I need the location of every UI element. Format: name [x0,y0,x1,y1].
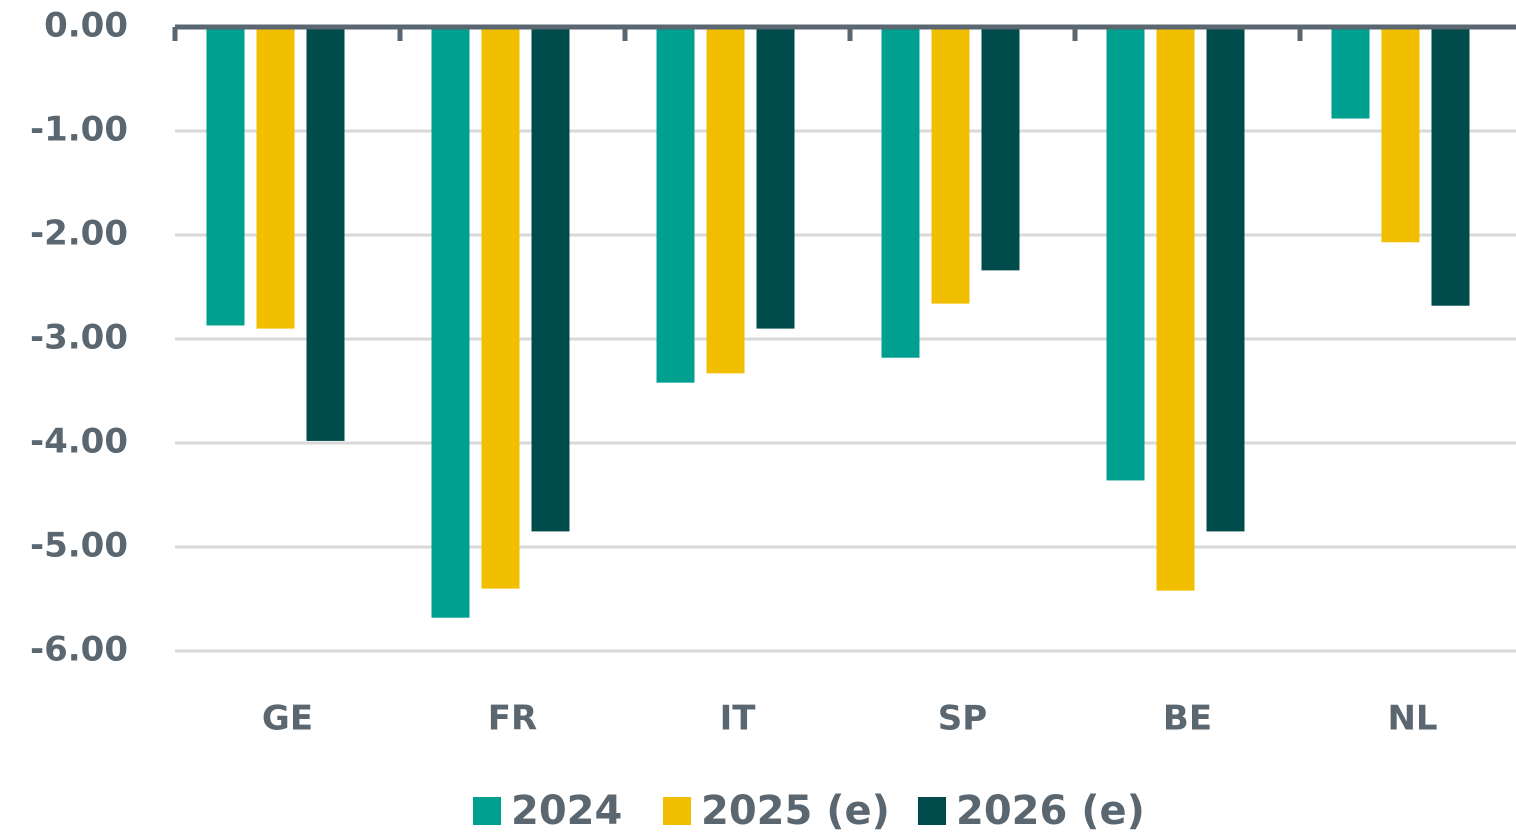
x-tick-label: SP [938,699,987,739]
bar [1206,27,1245,532]
bar [1431,27,1470,306]
legend-swatch [918,797,946,825]
bar [881,27,920,358]
bar [756,27,795,329]
legend-swatch [473,797,501,825]
x-tick-label: BE [1163,699,1212,739]
bar [981,27,1020,271]
legend-label: 2026 (e) [956,788,1145,834]
y-tick-label: -6.00 [30,630,128,670]
bar [431,27,470,618]
y-tick-label: -2.00 [30,214,128,254]
bar [206,27,245,326]
x-tick-label: NL [1387,699,1437,739]
y-tick-label: -5.00 [30,526,128,566]
bar [931,27,970,304]
bar [1106,27,1145,481]
bar [656,27,695,383]
y-tick-label: -3.00 [30,318,128,358]
bar [306,27,345,441]
y-tick-label: 0.00 [44,6,128,46]
y-tick-label: -4.00 [30,422,128,462]
x-tick-label: GE [262,699,313,739]
bar [1156,27,1195,591]
x-tick-label: FR [488,699,537,739]
bar [531,27,570,532]
bar [256,27,295,329]
legend-label: 2025 (e) [701,788,890,834]
legend-swatch [663,797,691,825]
bar [1331,27,1370,119]
legend-label: 2024 [511,788,622,834]
bar [1381,27,1420,243]
y-tick-label: -1.00 [30,110,128,150]
bar [706,27,745,374]
x-tick-label: IT [720,699,757,739]
bar [481,27,520,589]
